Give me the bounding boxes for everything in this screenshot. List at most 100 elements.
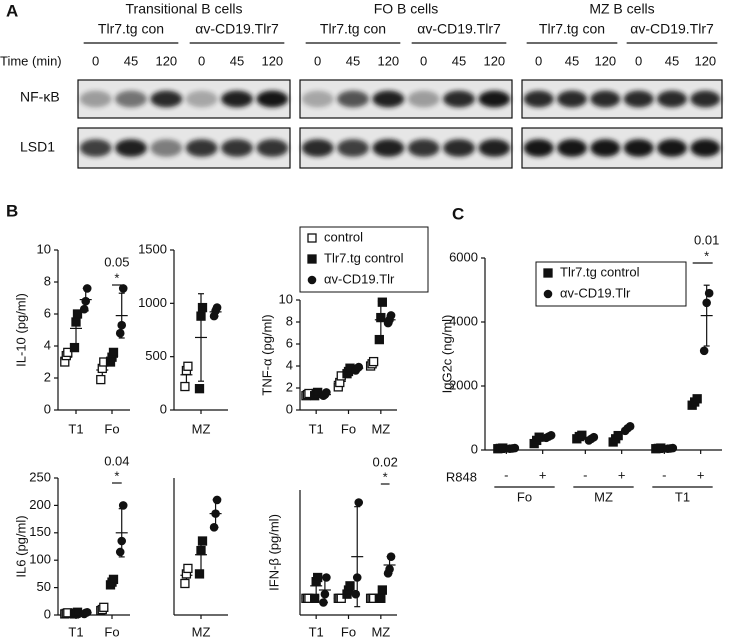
y-tick-label: 2	[44, 369, 51, 384]
y-tick-label: 0	[286, 401, 293, 416]
data-point	[197, 302, 208, 313]
blot-box	[299, 79, 513, 119]
blot-band	[301, 90, 334, 108]
p-value: 0.05	[104, 254, 129, 269]
y-tick-label: 0	[471, 441, 478, 456]
blot-band	[79, 90, 112, 108]
blot-row-label: NF-κB	[20, 89, 60, 105]
treatment-sign: +	[539, 467, 547, 482]
x-tick-label: Fo	[104, 624, 119, 639]
blot-band	[372, 90, 405, 108]
significance-star: *	[114, 270, 119, 285]
time-label: 45	[665, 53, 679, 68]
data-point	[307, 233, 317, 243]
time-label: 0	[92, 53, 99, 68]
data-point	[108, 347, 119, 358]
legend-box	[299, 226, 429, 293]
x-tick-label: T1	[309, 624, 324, 639]
x-tick-label: MZ	[371, 624, 390, 639]
blot-band	[185, 90, 218, 108]
data-point	[702, 298, 711, 308]
data-point	[118, 501, 128, 510]
panel-letter: A	[6, 1, 18, 20]
data-point	[69, 342, 80, 353]
blot-group-title: Transitional B cells	[126, 1, 243, 17]
time-label: 45	[565, 53, 579, 68]
treatment-sign: -	[662, 467, 666, 482]
data-point	[194, 569, 205, 579]
data-point	[82, 607, 92, 617]
condition-label: Tlr7.tg con	[98, 21, 164, 37]
data-point	[376, 593, 386, 603]
time-label: 0	[314, 53, 321, 68]
x-tick-label: Fo	[104, 421, 119, 436]
y-tick-label: 0	[160, 401, 167, 416]
y-axis-label: IL-10 (pg/ml)	[13, 293, 28, 367]
time-label: 120	[483, 53, 505, 68]
y-tick-label: 4000	[449, 313, 478, 328]
data-point	[589, 432, 599, 442]
y-tick-label: 4	[286, 357, 293, 372]
data-point	[319, 598, 328, 607]
data-point	[625, 422, 635, 431]
data-point	[183, 361, 193, 371]
x-tick-label: MZ	[371, 421, 390, 436]
y-tick-label: 4	[44, 337, 51, 352]
blot-band	[185, 139, 218, 157]
data-point	[313, 572, 323, 583]
data-point	[376, 312, 386, 323]
treatment-sign: -	[504, 467, 508, 482]
time-label: 45	[124, 53, 138, 68]
blot-band	[372, 139, 405, 157]
condition-label: Tlr7.tg con	[539, 21, 605, 37]
treatment-sign: +	[697, 467, 705, 482]
data-point	[115, 328, 125, 338]
y-tick-label: 50	[37, 579, 51, 594]
condition-label: Tlr7.tg con	[320, 21, 386, 37]
y-axis-label: IFN-β (pg/ml)	[266, 514, 281, 591]
blot-group-title: MZ B cells	[589, 1, 654, 17]
data-point	[543, 268, 553, 278]
panel-letter: C	[452, 204, 464, 223]
blot-band	[407, 90, 440, 108]
time-label: 120	[594, 53, 616, 68]
data-point	[211, 509, 220, 518]
y-tick-label: 0	[44, 401, 51, 416]
time-label: 120	[377, 53, 399, 68]
data-point	[79, 304, 89, 314]
time-label: 120	[261, 53, 283, 68]
data-point	[699, 346, 709, 356]
y-axis-label: TNF-α (pg/ml)	[259, 314, 274, 395]
x-tick-label: MZ	[192, 624, 211, 639]
blot-band	[690, 90, 721, 108]
data-point	[546, 430, 556, 440]
blot-group-title: FO B cells	[374, 1, 439, 17]
data-point	[668, 443, 678, 453]
time-label: 45	[346, 53, 360, 68]
blot-band	[79, 139, 112, 157]
x-tick-label: MZ	[594, 489, 613, 504]
data-point	[108, 574, 119, 585]
blot-band	[301, 139, 334, 157]
time-label: 120	[694, 53, 716, 68]
data-point	[197, 536, 208, 546]
x-tick-label: Fo	[341, 421, 356, 436]
treatment-sign: +	[618, 467, 626, 482]
blot-band	[115, 139, 147, 157]
legend-label: αv-CD19.Tlr	[560, 285, 631, 300]
data-point	[194, 384, 205, 394]
y-tick-label: 6	[44, 305, 51, 320]
data-point	[704, 288, 714, 298]
data-point	[386, 552, 396, 561]
blot-band	[590, 90, 621, 108]
blot-band	[150, 90, 183, 108]
y-tick-label: 1000	[138, 295, 167, 310]
y-tick-label: 6000	[449, 249, 478, 264]
time-label: 0	[420, 53, 427, 68]
blot-band	[478, 90, 511, 108]
y-tick-label: 2000	[449, 377, 478, 392]
blot-band	[690, 139, 721, 157]
y-tick-label: 200	[29, 497, 51, 512]
data-point	[212, 495, 222, 505]
y-axis-label: IL6 (pg/ml)	[13, 515, 28, 577]
